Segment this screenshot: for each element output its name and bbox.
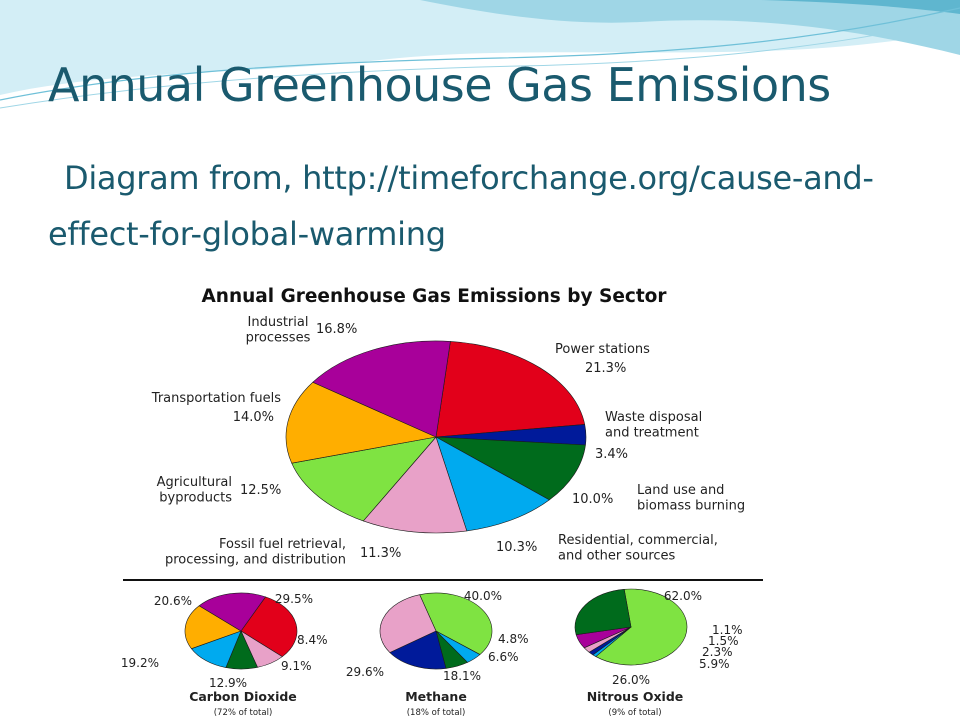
slice-value: 18.1% <box>443 669 481 683</box>
slice-value: 40.0% <box>464 589 502 603</box>
slice-value: 9.1% <box>281 659 312 673</box>
slice-value: 10.3% <box>496 540 537 555</box>
slice-value: 21.3% <box>585 361 626 376</box>
slice-label: Power stations <box>555 342 650 357</box>
sub-chart-title: Methane <box>405 689 467 704</box>
sector-slice <box>291 436 437 522</box>
nitrous-oxide-pie <box>574 588 688 666</box>
slice-value: 11.3% <box>360 546 401 561</box>
sub-chart-note: (72% of total) <box>214 708 273 718</box>
slice-value: 29.5% <box>275 592 313 606</box>
wave-band-mid <box>420 0 960 55</box>
sector-slice <box>435 436 550 532</box>
slice-value: 20.6% <box>154 594 192 608</box>
slice-value: 14.0% <box>233 410 274 425</box>
methane-pie <box>379 592 493 670</box>
wave-line <box>0 17 960 109</box>
slide-subtitle: Diagram from, http://timeforchange.org/c… <box>48 159 874 253</box>
sector-slice <box>435 341 586 438</box>
slice-label: Land use and <box>637 483 724 498</box>
slice-label: biomass burning <box>637 499 745 514</box>
sector-slice <box>312 340 451 438</box>
slice-value: 29.6% <box>346 665 384 679</box>
nitrous-oxide-slice <box>574 588 632 636</box>
slice-label: byproducts <box>159 491 232 506</box>
sub-chart-title: Nitrous Oxide <box>587 689 684 704</box>
sector-slice <box>435 436 586 501</box>
slice-label: Fossil fuel retrieval, <box>219 537 346 552</box>
slice-label: processing, and distribution <box>165 553 346 568</box>
slice-value: 19.2% <box>121 656 159 670</box>
slice-label: Agricultural <box>157 475 232 490</box>
nitrous-oxide-slice <box>595 588 688 666</box>
slice-value: 1.1% <box>712 623 743 637</box>
slice-value: 4.8% <box>498 632 529 646</box>
slice-value: 62.0% <box>664 589 702 603</box>
sector-pie <box>285 340 587 534</box>
slice-label: Residential, commercial, <box>558 533 718 548</box>
slice-value: 16.8% <box>316 322 357 337</box>
slide-title: Annual Greenhouse Gas Emissions <box>48 58 831 112</box>
sector-slice <box>362 436 468 534</box>
methane-slice <box>379 594 437 653</box>
slice-label: processes <box>246 331 311 346</box>
emissions-figure: Industrial processes 16.8% Power stations 21… <box>88 278 780 720</box>
co2-pie <box>184 592 298 670</box>
slice-value: 12.9% <box>209 676 247 690</box>
slice-label: Industrial <box>248 315 309 330</box>
slice-value: 3.4% <box>595 447 628 462</box>
sub-chart-note: (18% of total) <box>407 708 466 718</box>
slice-label: Waste disposal <box>605 410 702 425</box>
co2-slice <box>198 592 266 632</box>
slice-value: 5.9% <box>699 657 730 671</box>
wave-line <box>0 7 960 101</box>
slice-value: 10.0% <box>572 492 613 507</box>
slice-value: 12.5% <box>240 483 281 498</box>
slice-label: and treatment <box>605 426 699 441</box>
sub-chart-title: Carbon Dioxide <box>189 689 297 704</box>
chart-title: Annual Greenhouse Gas Emissions by Secto… <box>201 286 667 307</box>
slice-label: and other sources <box>558 549 676 564</box>
slice-value: 1.5% <box>708 634 739 648</box>
slice-value: 2.3% <box>702 645 733 659</box>
methane-slice <box>389 630 447 670</box>
header-wave-decoration <box>0 0 960 109</box>
slice-value: 8.4% <box>297 633 328 647</box>
slice-value: 26.0% <box>612 673 650 687</box>
wave-band-dark <box>760 0 960 14</box>
slice-value: 6.6% <box>488 650 519 664</box>
methane-slice <box>419 592 493 655</box>
sector-slice <box>285 381 437 464</box>
wave-band-light <box>0 0 960 95</box>
slice-label: Transportation fuels <box>151 391 281 406</box>
sub-chart-note: (9% of total) <box>608 708 661 718</box>
co2-slice <box>184 605 242 649</box>
